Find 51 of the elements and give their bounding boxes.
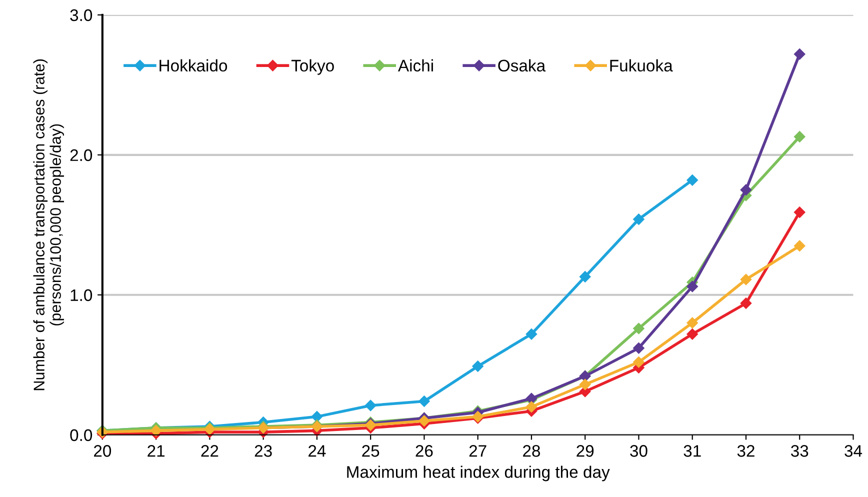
point xyxy=(686,174,698,186)
point xyxy=(686,328,698,340)
point xyxy=(418,415,430,426)
legend-label: Hokkaido xyxy=(160,59,228,72)
point xyxy=(740,298,752,309)
y-tick-label: 1.0 xyxy=(70,289,92,302)
x-tick-label: 34 xyxy=(844,445,862,457)
x-tick-label: 31 xyxy=(684,445,701,457)
point xyxy=(794,131,806,142)
point xyxy=(633,322,644,334)
legend-label: Fukuoka xyxy=(610,59,673,72)
x-tick-label: 20 xyxy=(94,445,112,457)
point xyxy=(526,328,538,340)
point xyxy=(633,214,644,225)
x-tick-label: 26 xyxy=(416,445,433,457)
point xyxy=(579,378,591,390)
point xyxy=(794,48,806,60)
x-tick-label: 23 xyxy=(254,445,272,457)
legend-label: Tokyo xyxy=(291,59,334,75)
y-axis-title: Number of ambulance transportation cases (rate) (persons/100,000 people/day) xyxy=(33,59,64,390)
point xyxy=(526,401,538,412)
point xyxy=(740,274,752,286)
x-axis-title: Maximum heat index during the day xyxy=(347,466,610,482)
point xyxy=(686,317,698,328)
x-tick-label: 32 xyxy=(737,445,754,457)
x-tick-label: 21 xyxy=(148,445,165,457)
x-tick-label: 33 xyxy=(790,445,808,457)
point xyxy=(794,206,806,218)
x-tick-label: 25 xyxy=(362,445,380,457)
point xyxy=(150,425,162,436)
point xyxy=(311,411,323,422)
legend-label: Osaka xyxy=(498,59,546,72)
x-tick-label: 28 xyxy=(523,445,540,457)
point xyxy=(418,396,430,407)
x-tick-label: 27 xyxy=(469,445,486,457)
y-tick-label: 2.0 xyxy=(70,149,92,162)
x-tick-label: 24 xyxy=(308,445,326,457)
point xyxy=(633,342,644,354)
point xyxy=(794,240,806,252)
point xyxy=(740,184,752,196)
legend-label: Aichi xyxy=(398,59,433,72)
point xyxy=(579,271,591,282)
point xyxy=(472,360,484,372)
point xyxy=(633,356,644,368)
point xyxy=(364,400,376,412)
point xyxy=(686,280,698,292)
x-tick-label: 29 xyxy=(576,445,594,457)
x-tick-label: 22 xyxy=(201,445,218,457)
x-tick-label: 30 xyxy=(630,445,648,457)
y-tick-label: 3.0 xyxy=(70,9,92,22)
y-tick-label: 0.0 xyxy=(70,429,92,442)
